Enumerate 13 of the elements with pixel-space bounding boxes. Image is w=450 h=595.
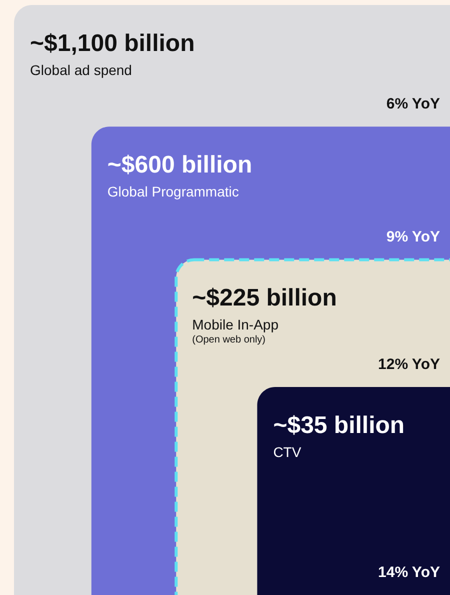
category-label: CTV — [273, 444, 302, 460]
text: 9% YoY — [386, 228, 440, 246]
data-label: ~$1,100 billion — [30, 30, 195, 57]
data-label: ~$600 billion — [107, 152, 252, 179]
text: 6% YoY — [386, 96, 440, 113]
category-label: Global Programmatic — [107, 184, 239, 200]
category-label: Mobile In-App — [192, 316, 279, 333]
text: 14% YoY — [378, 564, 440, 581]
text: (Open web only) — [192, 334, 266, 346]
data-label: ~$35 billion — [273, 412, 405, 440]
data-label: ~$225 billion — [192, 284, 337, 312]
text: 12% YoY — [378, 356, 440, 374]
category-label: Global ad spend — [30, 62, 132, 78]
